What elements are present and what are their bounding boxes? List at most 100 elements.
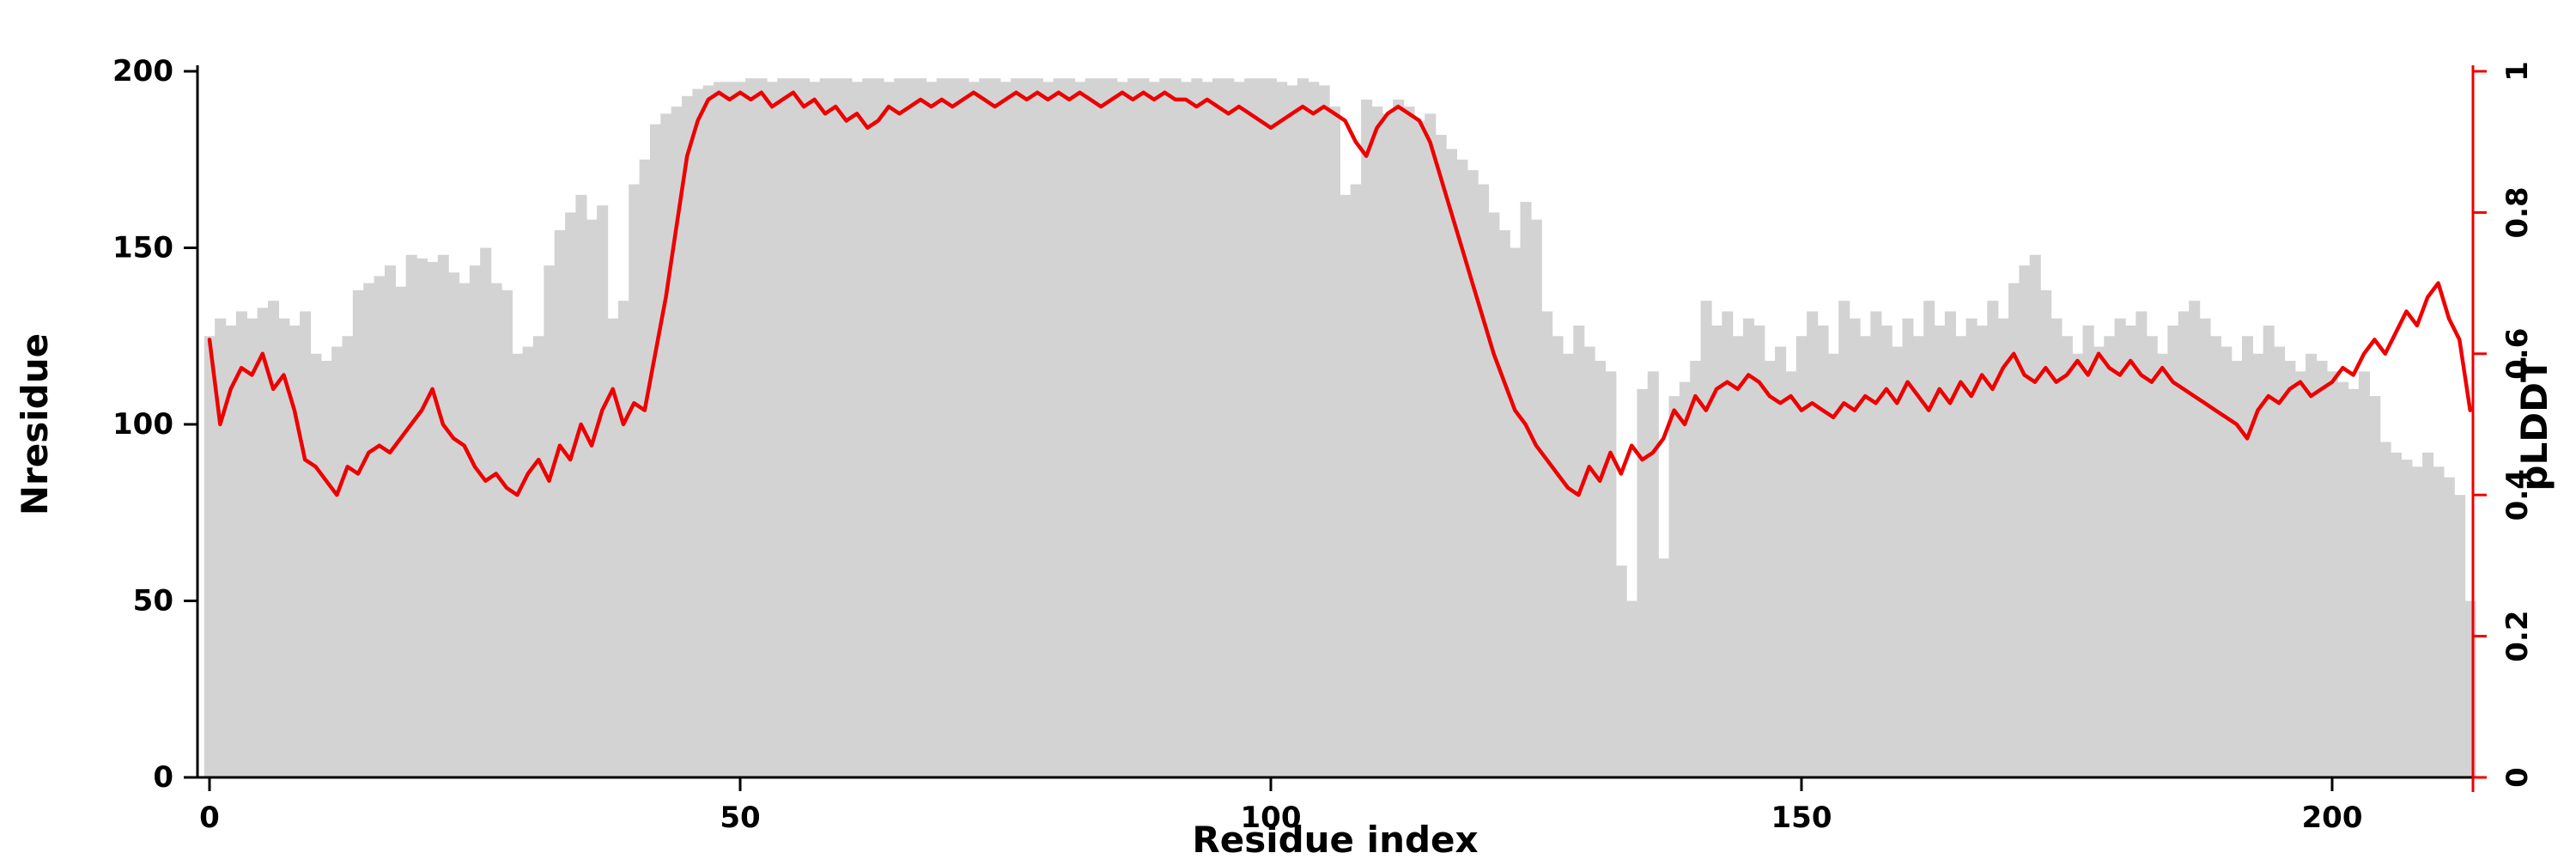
bar — [278, 318, 290, 777]
bar — [1328, 107, 1341, 778]
left-tick-label: 100 — [112, 407, 173, 442]
bar — [1955, 336, 1967, 777]
bar — [405, 254, 417, 778]
bar — [1425, 113, 1437, 777]
x-tick-label: 150 — [1771, 801, 1832, 835]
bar — [2124, 325, 2137, 777]
bar — [2306, 353, 2318, 777]
bar — [427, 261, 439, 777]
bar — [554, 229, 566, 777]
bar — [1562, 353, 1574, 777]
bar — [1318, 85, 1330, 777]
bar — [1859, 336, 1872, 777]
bar — [1276, 82, 1288, 777]
bar — [1934, 325, 1946, 777]
bar — [469, 265, 481, 777]
plddt-line — [207, 90, 2472, 497]
bar — [2422, 452, 2434, 777]
bar — [809, 82, 821, 777]
bar — [1573, 325, 1585, 777]
right-tick-label: 0.6 — [2500, 328, 2535, 380]
bar — [2061, 336, 2073, 777]
bar — [1371, 107, 1383, 778]
bar — [342, 336, 354, 777]
bar — [1265, 78, 1277, 778]
bar — [1647, 371, 1659, 777]
bar — [1350, 184, 1362, 777]
bar — [2274, 346, 2286, 777]
bar — [1170, 78, 1182, 778]
bar — [1340, 194, 1352, 778]
bar — [416, 258, 428, 778]
bar — [310, 353, 322, 777]
right-tick-label: 0 — [2500, 767, 2535, 788]
left-tick-label: 150 — [112, 231, 173, 265]
bar — [1510, 247, 1522, 777]
bar — [586, 219, 598, 777]
bar — [1965, 318, 1978, 777]
bar — [575, 194, 587, 778]
right-tick-label: 0.8 — [2500, 186, 2535, 238]
bar — [926, 82, 938, 777]
bar — [1892, 346, 1904, 777]
bar — [1944, 311, 1956, 778]
bar — [1021, 78, 1033, 778]
bar — [1297, 78, 1309, 778]
bar — [1605, 371, 1617, 777]
bar — [1478, 184, 1490, 777]
bar — [1159, 78, 1171, 778]
left-axis-title: Nresidue — [14, 333, 56, 515]
bar — [2454, 495, 2466, 777]
bar — [2189, 301, 2201, 777]
x-axis-title: Residue index — [1192, 819, 1478, 859]
bar — [267, 301, 280, 777]
bar — [1233, 82, 1245, 777]
right-axis-title: pLDDT — [2513, 357, 2555, 491]
bar — [2379, 442, 2391, 777]
bar — [2369, 396, 2381, 777]
bar — [2040, 289, 2052, 777]
bar — [1393, 99, 1405, 777]
bar — [1541, 311, 1553, 778]
bar — [1997, 318, 2009, 777]
bar — [1976, 325, 1988, 777]
bar — [2390, 452, 2403, 777]
bar — [597, 205, 609, 777]
bar — [522, 346, 534, 777]
bar — [2241, 336, 2253, 777]
bar — [1127, 78, 1139, 778]
bar — [2082, 325, 2094, 777]
bar — [2199, 318, 2211, 777]
bar — [2136, 311, 2148, 778]
bar — [1445, 149, 1457, 778]
bar — [2433, 466, 2445, 777]
bar — [1700, 301, 1712, 777]
bar — [1223, 78, 1235, 778]
bar — [1637, 388, 1649, 777]
bar — [914, 78, 927, 778]
bar — [1817, 325, 1829, 777]
bar — [246, 318, 258, 777]
bar — [225, 325, 237, 777]
bar — [1807, 311, 1819, 778]
bar — [1583, 346, 1595, 777]
bar — [437, 254, 449, 778]
bar — [1722, 311, 1734, 778]
bar — [841, 78, 853, 778]
bar — [2221, 346, 2233, 777]
bar — [1382, 113, 1394, 777]
bar — [1902, 318, 1914, 777]
bar — [1827, 353, 1839, 777]
bar — [2146, 336, 2158, 777]
x-tick-label: 200 — [2302, 801, 2363, 835]
bar — [2167, 325, 2179, 777]
left-tick-label: 0 — [153, 760, 173, 795]
bar — [2337, 381, 2349, 777]
bar — [1106, 78, 1118, 778]
bar — [1520, 202, 1532, 777]
bar — [1488, 212, 1500, 777]
bar — [289, 325, 301, 777]
bar — [480, 247, 492, 777]
bar — [395, 286, 407, 778]
bar — [257, 308, 269, 777]
